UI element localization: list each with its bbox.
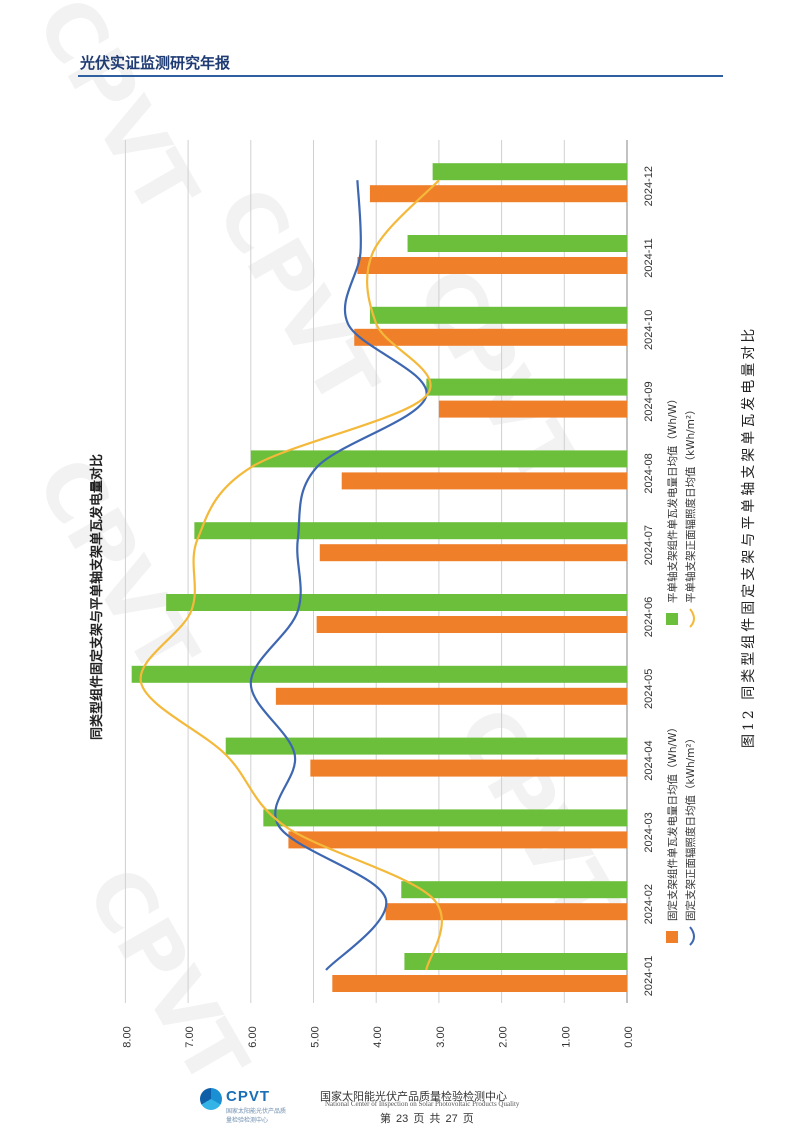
value-tick-label: 7.00 xyxy=(184,1026,196,1047)
bar-fixed-2024-01 xyxy=(332,975,627,992)
footer-org-cn: 国家太阳能光伏产品质量检验检测中心 xyxy=(320,1091,507,1103)
bar-fixed-2024-05 xyxy=(275,687,627,705)
bar-tracker-2024-12 xyxy=(432,163,627,181)
category-tick-label: 2024-01 xyxy=(643,956,655,996)
category-tick-label: 2024-02 xyxy=(643,884,655,924)
bar-fixed-2024-04 xyxy=(310,759,627,777)
bar-fixed-2024-07 xyxy=(319,544,627,562)
header-rule xyxy=(78,75,723,77)
bar-fixed-2024-11 xyxy=(357,257,627,274)
bar-tracker-2024-08 xyxy=(250,450,628,468)
bar-layer xyxy=(131,163,628,992)
category-tick-label: 2024-08 xyxy=(643,453,655,493)
label-layer: 0.00 1.00 2.00 3.00 4.00 5.00 6.00 7.00 8.00 2024… xyxy=(121,166,655,1048)
category-tick-label: 2024-05 xyxy=(643,669,655,709)
value-tick-label: 1.00 xyxy=(560,1026,572,1047)
bar-tracker-2024-05 xyxy=(131,665,628,683)
category-tick-label: 2024-11 xyxy=(643,238,655,278)
value-tick-label: 8.00 xyxy=(121,1026,133,1047)
grid-layer xyxy=(124,140,628,1003)
value-tick-label: 3.00 xyxy=(435,1026,447,1047)
bar-tracker-2024-03 xyxy=(263,809,627,827)
bar-fixed-2024-06 xyxy=(316,616,627,633)
legend-swatch-1 xyxy=(689,926,695,946)
legend-swatch-3 xyxy=(689,608,695,628)
legend-label-3: 平单轴支架正面辐照度日均值（kWh/m²） xyxy=(684,404,697,603)
category-tick-label: 2024-04 xyxy=(643,740,655,780)
category-tick-label: 2024-12 xyxy=(643,166,655,206)
bar-tracker-2024-07 xyxy=(194,522,627,540)
category-tick-label: 2024-06 xyxy=(643,597,655,637)
bar-tracker-2024-04 xyxy=(225,737,627,755)
chart-title: 同类型组件固定支架与平单轴支架单瓦发电量对比 xyxy=(89,454,105,740)
page-number: 第 23 页 共 27 页 xyxy=(380,1113,474,1125)
legend-label-2: 平单轴支架组件单瓦发电量日均值（Wh/W） xyxy=(666,394,679,603)
bar-fixed-2024-09 xyxy=(438,400,627,418)
value-tick-label: 2.00 xyxy=(498,1026,510,1047)
legend-label-0: 固定支架组件单瓦发电量日均值（Wh/W） xyxy=(666,722,679,921)
bar-tracker-2024-10 xyxy=(369,306,627,324)
bar-fixed-2024-03 xyxy=(288,831,627,849)
category-tick-label: 2024-07 xyxy=(643,525,655,565)
category-tick-label: 2024-03 xyxy=(643,812,655,852)
bar-tracker-2024-02 xyxy=(401,881,627,899)
value-tick-label: 6.00 xyxy=(247,1026,259,1047)
bar-tracker-2024-09 xyxy=(426,378,627,396)
line-fixed-irradiance xyxy=(249,180,428,971)
value-tick-label: 5.00 xyxy=(310,1026,322,1047)
bar-tracker-2024-01 xyxy=(404,953,627,970)
category-tick-label: 2024-10 xyxy=(643,310,655,350)
cpvt-logo: CPVT 国家太阳能光伏产品质量检验检测中心 xyxy=(200,1086,290,1124)
footer-org-en: National Center of Inspection on Solar P… xyxy=(325,1100,520,1108)
logo-mark-icon xyxy=(200,1088,222,1110)
legend-layer: 固定支架组件单瓦发电量日均值（Wh/W） 固定支架正面辐照度日均值（kWh/m²）… xyxy=(666,394,697,946)
figure-caption: 图12 同类型组件固定支架与平单轴支架单瓦发电量对比 xyxy=(741,326,757,748)
bar-fixed-2024-10 xyxy=(354,328,627,346)
value-tick-label: 0.00 xyxy=(623,1026,635,1047)
logo-subtext: 国家太阳能光伏产品质量检验检测中心 xyxy=(226,1109,287,1124)
legend-swatch-2 xyxy=(666,613,678,625)
line-layer xyxy=(139,179,443,971)
value-tick-label: 4.00 xyxy=(372,1026,384,1047)
category-tick-label: 2024-09 xyxy=(643,381,655,421)
bar-fixed-2024-02 xyxy=(385,903,627,921)
legend-label-1: 固定支架正面辐照度日均值（kWh/m²） xyxy=(684,733,697,921)
line-tracker-irradiance xyxy=(139,179,443,971)
bar-tracker-2024-06 xyxy=(166,594,627,611)
bar-tracker-2024-11 xyxy=(407,235,627,252)
report-title: 光伏实证监测研究年报 xyxy=(80,54,231,72)
bar-fixed-2024-08 xyxy=(341,472,627,490)
legend-swatch-0 xyxy=(666,931,678,943)
logo-text: CPVT xyxy=(226,1088,271,1105)
bar-fixed-2024-12 xyxy=(369,185,627,203)
